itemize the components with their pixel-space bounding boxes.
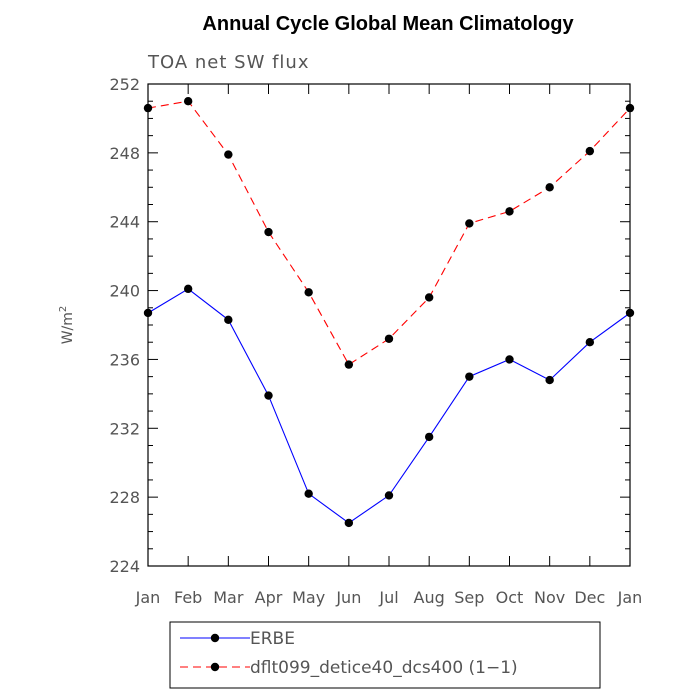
legend: ERBE dflt099_detice40_dcs400 (1−1) [169,621,601,689]
y-tick-label: 236 [109,350,140,369]
x-tick-label: Nov [534,588,565,607]
series-0-marker [384,491,394,500]
legend-label-1: dflt099_detice40_dcs400 (1−1) [250,658,518,678]
series-line-0 [147,288,631,524]
x-tick-label: Jul [378,588,398,607]
x-tick-label: Apr [255,588,283,607]
series-0-marker [183,284,193,294]
series-0-marker [224,315,233,325]
y-tick-label: 244 [109,213,140,232]
series-0-marker [585,338,595,347]
series-line-1 [147,100,631,366]
x-tick-label: Jan [617,588,643,607]
x-tick-label: Dec [574,588,605,607]
series-0-marker [304,489,313,498]
axis-tick-labels: 224 228 232 236 240 244 248 252 Jan Feb Mar Apr May J… [109,75,642,607]
x-tick-label: Oct [496,588,524,607]
series-1-marker [344,360,354,369]
series-1-marker [304,288,313,297]
chart-subtitle: TOA net SW flux [147,52,310,73]
x-tick-label: May [292,588,325,607]
legend-label-0: ERBE [250,629,295,649]
series-0-marker [424,432,434,442]
series-0-marker [545,375,554,385]
series-layer [143,97,635,528]
chart-title: Annual Cycle Global Mean Climatology [202,13,574,35]
plot-frame [147,83,631,567]
x-tick-label: Feb [174,588,202,607]
series-1-marker [224,150,233,159]
y-tick-label: 224 [109,557,140,576]
series-0-marker [344,518,354,528]
series-1-marker [545,183,554,192]
series-1-marker [424,293,434,302]
x-tick-label: Sep [454,588,484,607]
y-tick-label: 232 [109,419,140,438]
y-axis-label-superscript: 2 [58,306,69,312]
y-axis-label: W/m2 [58,306,76,345]
series-0-marker [264,391,273,400]
legend-box [169,621,601,689]
y-axis-label-main: W/m [60,312,76,344]
series-0-marker [465,372,474,381]
legend-marker-1 [210,662,220,672]
y-tick-label: 240 [109,282,140,301]
x-tick-label: Aug [414,588,445,607]
y-tick-label: 228 [109,488,140,507]
x-tick-label: Mar [213,588,244,607]
series-1-marker [264,227,273,237]
x-tick-label: Jun [335,588,361,607]
series-1-marker [384,334,394,343]
y-tick-label: 248 [109,144,140,163]
series-1-marker [465,219,474,228]
series-1-marker [585,146,595,156]
series-1-marker [505,207,514,216]
x-tick-label: Jan [135,588,161,607]
series-1-marker [183,97,193,106]
series-0-marker [505,355,514,364]
legend-marker-0 [210,633,220,643]
y-tick-label: 252 [109,75,140,94]
